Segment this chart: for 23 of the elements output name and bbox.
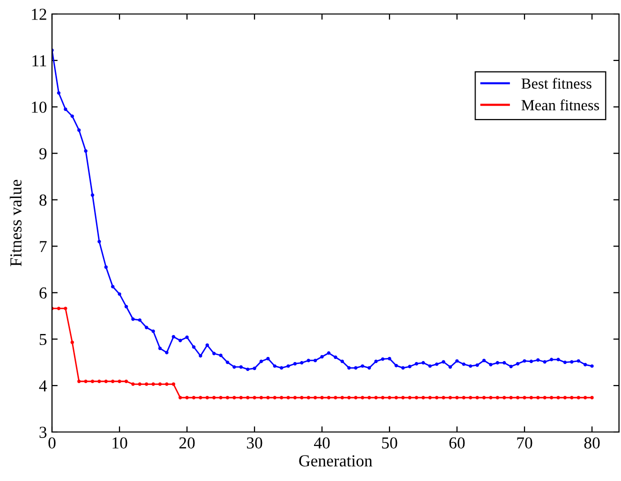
x-tick-label: 30 [246, 437, 262, 449]
y-tick-label: 10 [32, 102, 47, 113]
x-tick-label: 70 [517, 437, 532, 449]
x-tick-label: 40 [314, 437, 330, 449]
y-tick-label: 9 [39, 148, 46, 160]
y-tick-label: 4 [39, 380, 47, 392]
x-tick-label: 80 [584, 437, 600, 449]
y-tick-label: 11 [32, 55, 46, 66]
y-tick-label: 7 [40, 241, 47, 252]
x-tick-label: 50 [382, 437, 398, 449]
y-tick-label: 6 [40, 287, 47, 299]
x-tick-label: 60 [449, 437, 465, 449]
y-tick-label: 12 [32, 8, 46, 20]
x-tick-label: 20 [179, 437, 195, 449]
x-tick-label: 0 [48, 437, 56, 449]
y-tick-label: 8 [39, 194, 47, 206]
y-tick-label: 3 [40, 426, 46, 438]
legend-label: Mean fitness [522, 99, 600, 110]
x-tick-label: 10 [112, 437, 128, 449]
y-axis-title: Fitness value [10, 180, 22, 266]
y-tick-label: 5 [40, 334, 46, 346]
x-axis-title: Generation [299, 455, 372, 466]
legend-label: Best fitness [522, 78, 592, 89]
